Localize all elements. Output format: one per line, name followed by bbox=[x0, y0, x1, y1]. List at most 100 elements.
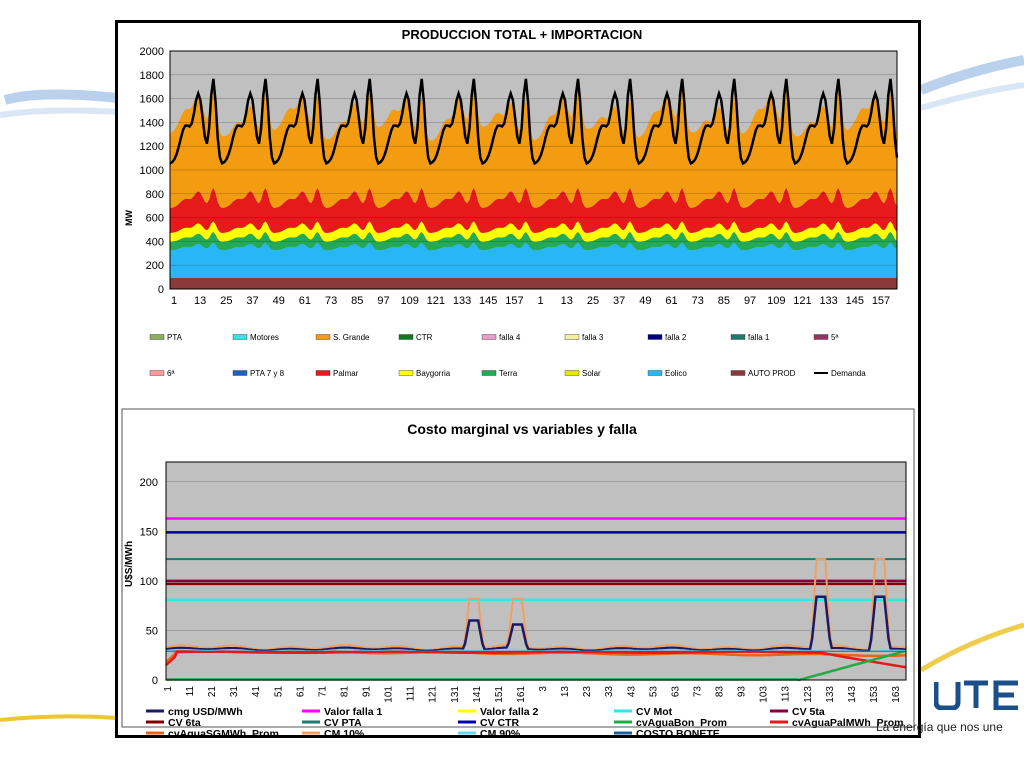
chart1-x-tick-label: 61 bbox=[299, 295, 311, 307]
chart1-x-tick-label: 133 bbox=[819, 295, 837, 307]
chart2-legend-label: COSTO BONETE bbox=[636, 728, 720, 735]
chart1-legend-label: 5ª bbox=[831, 333, 838, 342]
chart1-y-tick-label: 800 bbox=[146, 189, 164, 201]
chart2-x-tick-label: 141 bbox=[472, 686, 483, 703]
chart2-x-tick-label: 51 bbox=[273, 686, 284, 698]
chart1-x-tick-label: 157 bbox=[505, 295, 523, 307]
chart2-legend-label: CV CTR bbox=[480, 717, 520, 729]
chart2-x-tick-label: 143 bbox=[847, 686, 858, 703]
chart1-y-tick-label: 2000 bbox=[140, 46, 164, 58]
chart1-legend-swatch bbox=[730, 334, 746, 340]
chart1-x-tick-label: 13 bbox=[194, 295, 206, 307]
chart2-legend: cmg USD/MWh Valor falla 1 Valor falla 2 CV … bbox=[146, 706, 903, 735]
chart2-plot-bg bbox=[166, 462, 906, 680]
series-cm-10 bbox=[165, 558, 907, 651]
chart2-legend-item: Valor falla 1 bbox=[302, 706, 383, 718]
area-auto-prod bbox=[170, 277, 897, 289]
chart2-x-tick-label: 133 bbox=[825, 686, 836, 703]
chart1-legend-label: Terra bbox=[499, 369, 518, 378]
chart2-legend-label: cvAguaPalMWh_Prom bbox=[792, 717, 903, 729]
chart1-x-tick-label: 145 bbox=[479, 295, 497, 307]
chart2-legend-label: cvAguaSGMWh_Prom bbox=[168, 728, 279, 735]
chart1-x-tick-label: 109 bbox=[767, 295, 785, 307]
chart1-legend-swatch bbox=[564, 370, 580, 376]
chart2-legend-item: COSTO BONETE bbox=[614, 728, 720, 735]
chart1-legend-item: PTA bbox=[149, 333, 183, 342]
chart1-x-tick-label: 85 bbox=[718, 295, 730, 307]
chart2-x-tick-label: 13 bbox=[560, 686, 571, 698]
chart2-x-tick-label: 63 bbox=[670, 686, 681, 698]
demand-line bbox=[169, 78, 899, 166]
chart2-legend-label: Valor falla 1 bbox=[324, 706, 383, 718]
chart2-legend-label: CV 6ta bbox=[168, 717, 201, 729]
chart2-title: Costo marginal vs variables y falla bbox=[407, 421, 637, 437]
chart1-x-tick-label: 121 bbox=[793, 295, 811, 307]
chart2-x-tick-label: 61 bbox=[295, 686, 306, 698]
chart1-x-tick-label: 1 bbox=[538, 295, 544, 307]
decorative-swoosh-bottom-right bbox=[921, 622, 1024, 673]
chart2-legend-item: CV 6ta bbox=[146, 717, 201, 729]
chart2-legend-item: Valor falla 2 bbox=[458, 706, 539, 718]
chart2-legend-item: CM 10% bbox=[302, 728, 365, 735]
chart2-legend-label: CV PTA bbox=[324, 717, 362, 729]
chart2-x-tick-label: 111 bbox=[406, 686, 417, 702]
chart2-y-tick-label: 200 bbox=[140, 477, 158, 489]
decorative-swoosh-bottom bbox=[0, 714, 119, 722]
chart1-x-tick-label: 25 bbox=[587, 295, 599, 307]
chart2-y-tick-label: 100 bbox=[140, 576, 158, 588]
chart1-legend-swatch bbox=[813, 334, 829, 340]
chart2-legend-item: CM 90% bbox=[458, 728, 521, 735]
chart-production-total: PRODUCCION TOTAL + IMPORTACION MW 0 200 40… bbox=[124, 27, 899, 378]
chart1-legend-swatch bbox=[730, 370, 746, 376]
chart2-y-tick-label: 50 bbox=[146, 625, 158, 637]
chart1-legend-item: falla 1 bbox=[730, 333, 770, 342]
chart1-y-tick-label: 1800 bbox=[140, 70, 164, 82]
chart1-x-tick-label: 13 bbox=[561, 295, 573, 307]
slogan-text: La energía que nos une bbox=[876, 720, 1003, 734]
chart2-x-tick-label: 91 bbox=[362, 686, 373, 698]
chart2-x-tick-label: 83 bbox=[715, 686, 726, 698]
chart1-x-tick-label: 145 bbox=[846, 295, 864, 307]
chart2-x-tick-label: 71 bbox=[317, 686, 328, 698]
chart1-legend-label: falla 4 bbox=[499, 333, 521, 342]
chart2-legend-item: CV 5ta bbox=[770, 706, 825, 718]
chart2-y-tick-label: 150 bbox=[140, 526, 158, 538]
chart2-legend-label: CM 10% bbox=[324, 728, 365, 735]
chart1-legend-swatch bbox=[149, 370, 165, 376]
chart1-legend-label: Baygorria bbox=[416, 369, 451, 378]
series-cvaguapalmwh-prom bbox=[165, 650, 907, 669]
chart2-legend-item: CV Mot bbox=[614, 706, 673, 718]
chart1-legend-label: PTA bbox=[167, 333, 183, 342]
chart1-y-tick-label: 1000 bbox=[140, 165, 164, 177]
chart2-legend-item: cmg USD/MWh bbox=[146, 706, 243, 718]
chart2-x-tick-label: 33 bbox=[604, 686, 615, 698]
chart1-y-tick-label: 400 bbox=[146, 236, 164, 248]
chart1-x-tick-label: 49 bbox=[273, 295, 285, 307]
chart1-x-tick-label: 73 bbox=[692, 295, 704, 307]
chart1-x-tick-label: 97 bbox=[744, 295, 756, 307]
chart2-x-tick-label: 93 bbox=[737, 686, 748, 698]
chart2-x-tick-label: 23 bbox=[582, 686, 593, 698]
chart1-x-tick-label: 73 bbox=[325, 295, 337, 307]
chart1-y-tick-label: 600 bbox=[146, 213, 164, 225]
chart2-x-tick-label: 43 bbox=[626, 686, 637, 698]
chart1-legend-swatch bbox=[647, 334, 663, 340]
chart1-x-tick-label: 61 bbox=[665, 295, 677, 307]
chart2-x-tick-label: 3 bbox=[538, 686, 549, 692]
chart2-x-tick-label: 151 bbox=[494, 686, 505, 703]
chart1-legend-item: 6ª bbox=[149, 369, 174, 378]
chart2-x-tick-label: 31 bbox=[229, 686, 240, 698]
chart1-legend-label: Motores bbox=[250, 333, 279, 342]
slide-frame: PRODUCCION TOTAL + IMPORTACION MW 0 200 40… bbox=[115, 20, 921, 738]
chart1-legend-swatch bbox=[315, 334, 331, 340]
chart1-legend-label: CTR bbox=[416, 333, 433, 342]
chart2-x-tick-label: 11 bbox=[185, 686, 196, 697]
decorative-swoosh-right bbox=[921, 55, 1024, 111]
chart1-legend-swatch bbox=[232, 334, 248, 340]
chart2-x-tick-label: 53 bbox=[648, 686, 659, 698]
chart2-x-tick-label: 131 bbox=[450, 686, 461, 703]
chart1-legend-item: Demanda bbox=[814, 369, 866, 378]
chart1-legend-swatch bbox=[481, 334, 497, 340]
chart2-x-tick-label: 1 bbox=[163, 686, 174, 692]
